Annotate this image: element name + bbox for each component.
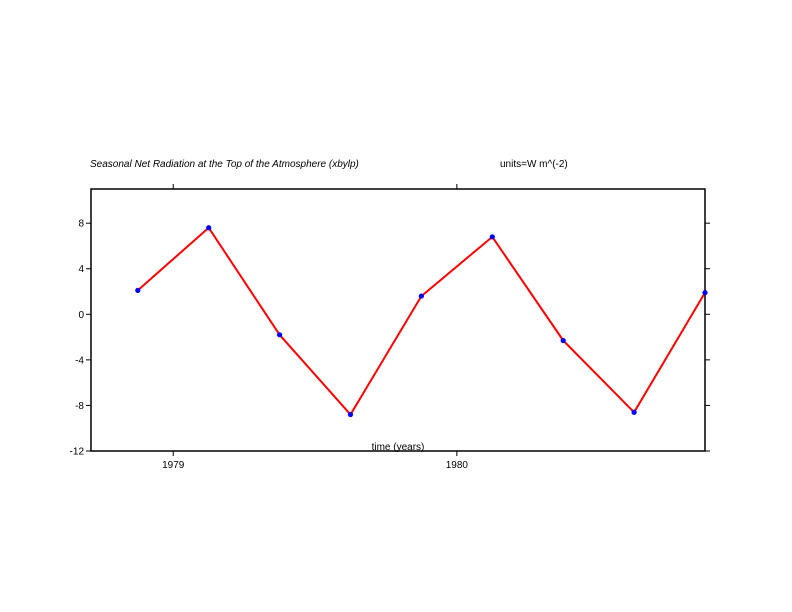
data-marks xyxy=(135,225,708,418)
data-point-6 xyxy=(560,337,566,344)
data-point-8 xyxy=(702,290,708,296)
y-tick-label: 0 xyxy=(78,310,84,321)
x-tick-label: 1979 xyxy=(162,460,185,471)
data-point-0 xyxy=(135,287,141,293)
data-point-2 xyxy=(276,332,283,338)
x-axis-label: time (years) xyxy=(372,442,425,453)
data-point-5 xyxy=(489,234,495,240)
series-line-0 xyxy=(137,226,706,416)
data-point-4 xyxy=(418,293,424,299)
y-tick-label: -8 xyxy=(75,401,84,412)
y-tick-label: 8 xyxy=(78,219,84,230)
y-tick-label: -4 xyxy=(75,355,84,366)
data-point-7 xyxy=(631,409,637,415)
units-label: units=W m^(-2) xyxy=(500,159,568,170)
chart-title: Seasonal Net Radiation at the Top of the… xyxy=(90,159,359,170)
y-tick-label: -12 xyxy=(70,447,85,458)
x-tick-label: 1980 xyxy=(446,460,469,471)
data-point-1 xyxy=(206,225,212,231)
y-tick-label: 4 xyxy=(78,264,84,275)
plot-frame xyxy=(90,188,706,452)
data-point-3 xyxy=(347,411,354,418)
axis-ticks: -12 -8 -4 0 4 8 1979 1980 xyxy=(70,184,710,471)
